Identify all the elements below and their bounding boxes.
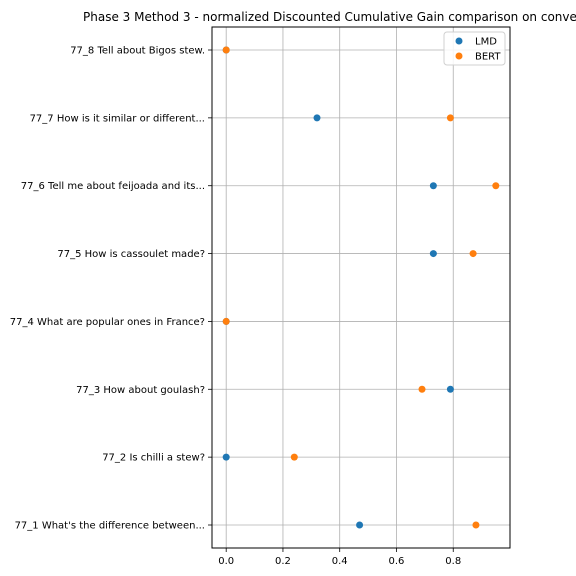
x-tick-label: 0.4 [332, 556, 348, 567]
legend-label: LMD [475, 37, 497, 48]
point-bert [446, 114, 454, 122]
x-tick-label: 0.6 [389, 556, 405, 567]
y-tick-label: 77_5 How is cassoulet made? [57, 249, 205, 260]
y-tick-label: 77_7 How is it similar or different... [30, 113, 205, 124]
grid [208, 27, 510, 552]
plot-frame [211, 26, 511, 549]
point-lmd [313, 114, 321, 122]
x-tick-label: 0.0 [218, 556, 234, 567]
x-tick-labels: 0.0 0.2 0.4 0.6 0.8 [218, 556, 461, 567]
point-bert [472, 521, 480, 529]
point-lmd [356, 521, 364, 529]
x-tick-label: 0.8 [445, 556, 461, 567]
point-bert [492, 182, 500, 190]
point-lmd [429, 182, 437, 190]
legend-marker [455, 52, 463, 60]
chart-title: Phase 3 Method 3 - normalized Discounted… [83, 10, 576, 24]
point-lmd [429, 250, 437, 258]
y-tick-label: 77_2 Is chilli a stew? [102, 453, 205, 464]
point-lmd [446, 385, 454, 393]
point-bert [469, 250, 477, 258]
x-tick-label: 0.2 [275, 556, 291, 567]
point-bert [418, 385, 426, 393]
point-bert [290, 453, 298, 461]
y-tick-label: 77_1 What's the difference between... [15, 521, 205, 532]
legend-label: BERT [475, 52, 501, 63]
legend-marker [455, 37, 463, 45]
y-tick-label: 77_8 Tell about Bigos stew. [70, 46, 205, 57]
legend: LMD BERT [443, 31, 506, 66]
y-tick-label: 77_6 Tell me about feijoada and its... [21, 181, 205, 192]
point-bert [222, 317, 230, 325]
y-tick-label: 77_4 What are popular ones in France? [10, 317, 205, 328]
y-tick-labels: 77_1 What's the difference between... 77_… [10, 46, 205, 532]
point-lmd [222, 453, 230, 461]
point-bert [222, 46, 230, 54]
y-tick-label: 77_3 How about goulash? [76, 385, 205, 396]
data-points [222, 46, 500, 529]
